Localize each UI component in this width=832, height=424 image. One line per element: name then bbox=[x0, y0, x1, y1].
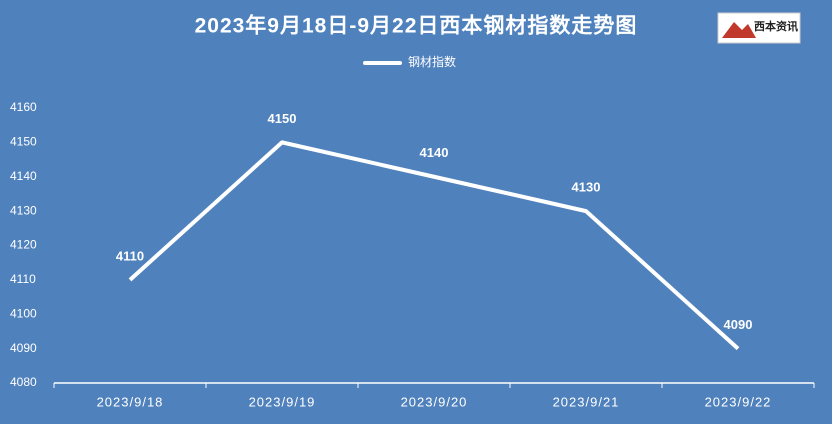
y-tick-label: 4100 bbox=[10, 306, 37, 320]
x-tick-label: 2023/9/22 bbox=[705, 394, 772, 409]
y-tick-label: 4140 bbox=[10, 169, 37, 183]
y-tick-label: 4120 bbox=[10, 238, 37, 252]
x-tick-label: 2023/9/18 bbox=[97, 394, 164, 409]
data-label: 4090 bbox=[724, 317, 753, 332]
data-label: 4150 bbox=[268, 111, 297, 126]
logo-text: 西本资讯 bbox=[754, 19, 798, 33]
chart-title: 2023年9月18日-9月22日西本钢材指数走势图 bbox=[195, 14, 638, 38]
y-tick-label: 4130 bbox=[10, 203, 37, 217]
legend-label: 钢材指数 bbox=[408, 54, 456, 69]
logo: 西本资讯 bbox=[717, 12, 801, 44]
x-tick-label: 2023/9/20 bbox=[401, 394, 468, 409]
line bbox=[128, 140, 740, 351]
y-tick-label: 4080 bbox=[10, 375, 37, 389]
y-tick-label: 4160 bbox=[10, 100, 37, 114]
data-label: 4130 bbox=[572, 180, 601, 195]
x-tick-label: 2023/9/19 bbox=[249, 394, 316, 409]
x-tick-label: 2023/9/21 bbox=[553, 394, 620, 409]
logo-icon bbox=[722, 22, 756, 38]
y-tick-label: 4090 bbox=[10, 341, 37, 355]
y-tick-label: 4110 bbox=[10, 272, 36, 286]
data-label: 4110 bbox=[116, 248, 144, 263]
y-tick-label: 4150 bbox=[10, 135, 37, 149]
data-label: 4140 bbox=[420, 145, 449, 160]
